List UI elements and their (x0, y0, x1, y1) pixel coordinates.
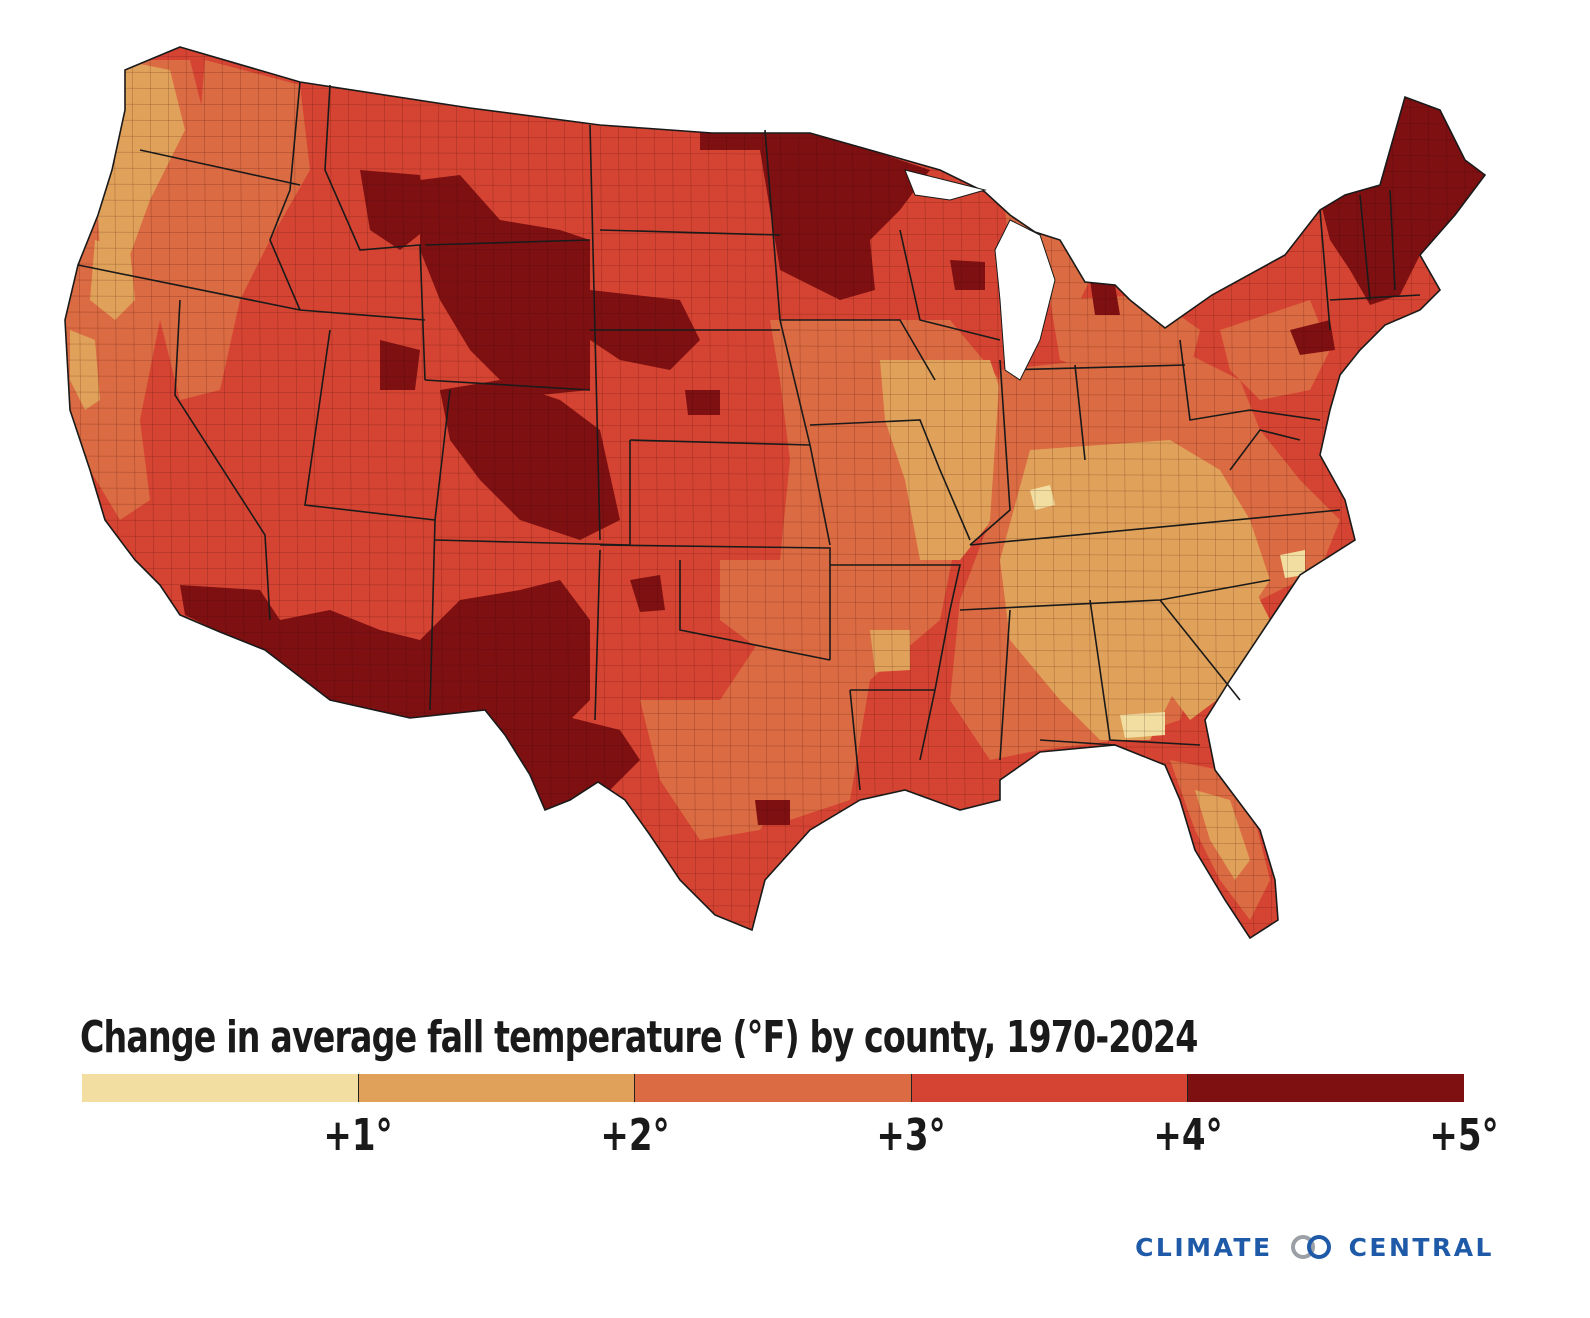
border-alabama-georgia (1089, 599, 1201, 746)
brand-right-word: CENTRAL (1348, 1232, 1494, 1262)
region-pale-south-georgia (1120, 712, 1165, 738)
region-west-coast (65, 60, 230, 520)
border-nh-maine (1389, 189, 1396, 291)
region-pale-north-carolina (1280, 550, 1305, 578)
us-outline (64, 46, 1487, 940)
border-iowa-missouri (809, 419, 971, 541)
legend-tick-5: +5° (1429, 1110, 1499, 1161)
border-indiana-ohio (1074, 364, 1086, 461)
border-four-corners (434, 539, 631, 546)
map-svg (64, 46, 1487, 940)
border-minnesota-iowa-west (764, 129, 831, 546)
legend-swatch-1 (82, 1074, 358, 1102)
border-mississippi-alabama (999, 609, 1011, 761)
border-illinois-indiana (969, 359, 1011, 546)
region-hudson-valley-dark (1290, 320, 1335, 355)
region-minnesota-dark (700, 130, 930, 300)
brand-left-word: CLIMATE (1135, 1232, 1273, 1262)
border-ny-vt (1319, 209, 1331, 331)
region-oklahoma (720, 560, 810, 650)
map-title: Change in average fall temperature (°F) … (80, 1012, 1198, 1063)
region-central-ca-coast (70, 330, 100, 410)
border-pennsylvania (1179, 339, 1321, 421)
border-idaho-west (269, 81, 301, 311)
region-wyoming-dark (420, 175, 590, 395)
legend-tick-labels: +1° +2° +3° +4° +5° (82, 1110, 1499, 1170)
lake-michigan (994, 219, 1056, 381)
legend-tick-2: +2° (600, 1110, 670, 1161)
region-alabama-spot (1040, 600, 1075, 632)
legend-tick-1: +1° (323, 1110, 394, 1161)
region-northern-ca-coast (90, 240, 135, 320)
great-lakes (904, 169, 1056, 381)
border-idaho-utah (299, 309, 426, 321)
legend-tick-3: +3° (876, 1110, 946, 1161)
region-kansas-dark (685, 390, 720, 415)
region-colorado-dark (440, 380, 620, 540)
border-wv-va (1229, 429, 1301, 471)
border-kansas-oklahoma (599, 544, 831, 660)
legend-swatch-5 (1187, 1074, 1464, 1102)
border-wyoming-north (424, 239, 591, 246)
border-utah-colorado-az-nm (429, 389, 451, 711)
border-mass (1329, 294, 1421, 301)
region-michigan-north-dark (1090, 280, 1120, 315)
climate-central-logo: CLIMATE CENTRAL (1135, 1232, 1494, 1262)
legend-tick-4: +4° (1152, 1110, 1223, 1161)
border-florida-panhandle (1039, 739, 1116, 746)
border-washington-oregon (139, 149, 301, 186)
border-texas-louisiana (849, 689, 861, 791)
border-nebraska-kansas (629, 439, 811, 446)
border-north-south-dakota (599, 229, 781, 236)
border-nevada-utah (304, 329, 436, 521)
border-montana-idaho (324, 84, 426, 381)
region-wisconsin-dark (950, 260, 985, 290)
legend-swatch-3 (634, 1074, 911, 1102)
region-panhandle-dark (630, 575, 665, 612)
region-kentucky-tennessee-georgia (1000, 440, 1270, 740)
region-utah-dark (380, 340, 420, 390)
border-wisconsin-illinois (899, 229, 1001, 341)
border-oregon-california (77, 264, 301, 311)
interlocking-rings-logo-icon (1290, 1235, 1331, 1259)
region-central-florida (1195, 790, 1250, 880)
legend-swatch-4 (910, 1074, 1188, 1102)
state-borders (64, 46, 1487, 940)
region-houston-dark (755, 800, 790, 825)
border-georgia-sc (1159, 599, 1241, 701)
region-idaho-dark (360, 170, 425, 250)
us-county-map (64, 46, 1487, 940)
region-arkansas-spot (870, 630, 910, 672)
border-nm-texas (594, 549, 601, 721)
region-carolinas-inland (1150, 560, 1270, 720)
region-new-england-dark (1320, 97, 1485, 305)
border-arkansas-mississippi (830, 564, 961, 761)
region-inland-northwest (160, 60, 310, 400)
region-missouri-iowa (880, 360, 1010, 560)
lake-superior (904, 169, 987, 201)
border-vt-nh (1359, 194, 1371, 301)
border-michigan-indiana-ohio (1004, 364, 1186, 371)
border-iowa-north (780, 319, 936, 381)
legend-bar (82, 1074, 1464, 1102)
region-arizona-new-mexico-dark (180, 580, 590, 730)
border-tennessee-north (969, 509, 1341, 546)
legend-swatch-2 (357, 1074, 635, 1102)
region-pale-kentucky (1030, 485, 1055, 510)
border-nevada-california (174, 299, 271, 621)
border-divide-north-south (589, 124, 601, 541)
border-wyoming-south (424, 379, 591, 391)
border-oklahoma-texas (679, 560, 831, 661)
region-pennsylvania (1220, 300, 1330, 400)
